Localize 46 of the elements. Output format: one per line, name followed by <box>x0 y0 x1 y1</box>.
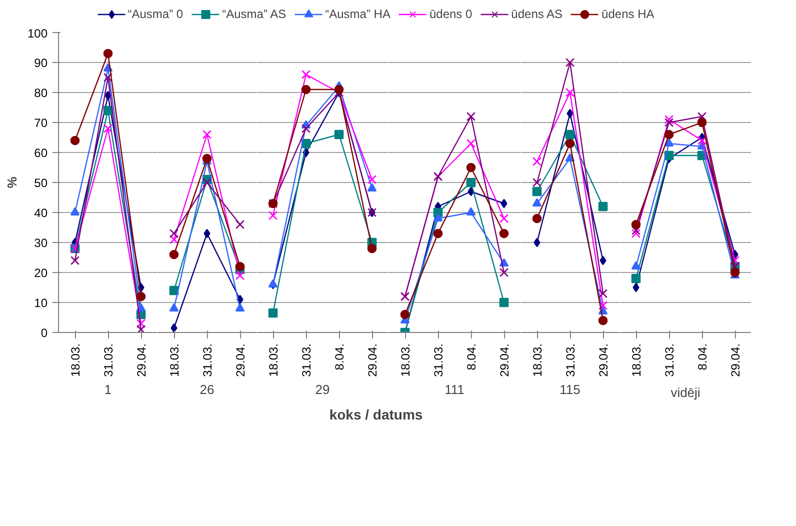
legend-label: ūdens 0 <box>429 7 472 21</box>
x-tick-label: 18.03. <box>266 343 280 377</box>
y-tick-label: 50 <box>34 176 48 190</box>
x-tick-label: 31.03. <box>102 343 116 377</box>
y-tick-label: 40 <box>34 206 48 220</box>
legend-label: “Ausma” 0 <box>128 7 184 21</box>
x-tick-label: 31.03. <box>300 343 314 377</box>
x-tick-label: 18.03. <box>630 343 644 377</box>
x-tick-label: 31.03. <box>200 343 214 377</box>
y-tick-label: 60 <box>34 146 48 160</box>
legend-label: “Ausma” HA <box>325 7 390 21</box>
x-tick-label: 8.04. <box>332 343 346 370</box>
x-axis-title: 29 <box>315 382 330 397</box>
text: koks / datums <box>329 406 423 422</box>
x-tick-label: 18.03. <box>398 343 412 377</box>
x-axis-title: 111 <box>444 382 464 397</box>
y-tick-label: 80 <box>34 86 48 100</box>
y-tick-label: 30 <box>34 236 48 250</box>
y-tick-label: 0 <box>40 326 48 340</box>
x-axis-title: 1 <box>104 382 112 397</box>
legend-label: “Ausma” AS <box>222 7 286 21</box>
x-tick-label: 29.04. <box>498 343 512 377</box>
x-tick-label: 29.04. <box>366 343 380 377</box>
y-axis-title: % <box>4 176 20 188</box>
x-tick-label: 29.04. <box>596 343 610 377</box>
legend-label: ūdens HA <box>602 7 654 21</box>
x-axis-title: 115 <box>560 382 580 397</box>
x-tick-label: 29.04. <box>728 343 742 377</box>
y-tick-label: 90 <box>34 56 48 70</box>
x-tick-label: 31.03. <box>564 343 578 377</box>
x-tick-label: 31.03. <box>432 343 446 377</box>
x-tick-label: 8.04. <box>464 343 478 370</box>
x-tick-label: 18.03. <box>530 343 544 377</box>
y-tick-label: 70 <box>34 116 48 130</box>
x-tick-label: 31.03. <box>662 343 676 377</box>
x-axis-title: vidēji <box>670 384 700 400</box>
y-tick-label: 10 <box>34 296 48 310</box>
x-axis-title: 26 <box>200 382 214 397</box>
x-tick-label: 8.04. <box>696 343 710 370</box>
legend-label: ūdens AS <box>511 7 563 21</box>
x-tick-label: 18.03. <box>168 343 182 377</box>
x-tick-label: 29.04. <box>134 343 148 377</box>
y-tick-label: 20 <box>34 266 48 280</box>
x-tick-label: 29.04. <box>234 343 248 377</box>
y-tick-label: 100 <box>27 26 48 40</box>
x-tick-label: 18.03. <box>68 343 82 377</box>
